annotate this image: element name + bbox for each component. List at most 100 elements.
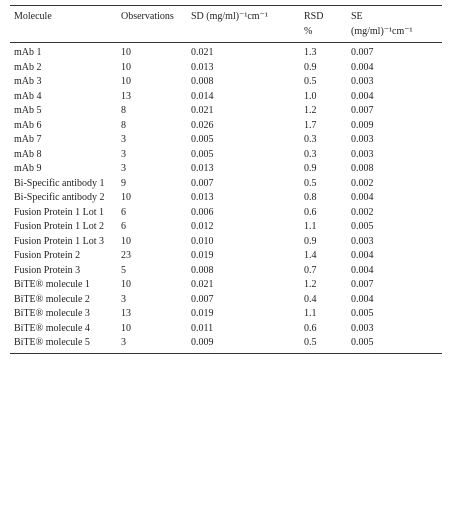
- value-cell: 10: [121, 76, 131, 87]
- value-cell: 3: [121, 134, 126, 145]
- value-cell: 0.009: [351, 119, 374, 131]
- molecule-cell: mAb 9: [10, 162, 117, 177]
- molecule-cell: BiTE® molecule 1: [10, 278, 117, 293]
- value-cell: 0.013: [191, 163, 214, 174]
- value-cell: 1.7: [304, 119, 317, 131]
- molecule-name: Bi-Specific antibody 2: [14, 192, 105, 203]
- value-cell: 0.6: [304, 206, 317, 218]
- molecule-name: mAb 9: [14, 163, 42, 174]
- table-row: Bi-Specific antibody 1 9 0.007 0.5 0.002: [10, 177, 442, 192]
- value-cell: 0.008: [191, 264, 214, 276]
- value-cell: 0.026: [191, 119, 214, 131]
- value-cell: 3: [121, 293, 126, 305]
- molecule-name: mAb 1: [14, 47, 42, 58]
- value-cell: 0.010: [191, 235, 214, 247]
- molecule-name: Fusion Protein 2: [14, 250, 81, 261]
- molecule-name: Fusion Protein 1 Lot 2: [14, 221, 105, 232]
- molecule-cell: BiTE® molecule 3: [10, 307, 117, 322]
- value-cell: 0.009: [187, 336, 300, 354]
- value-cell: 10: [121, 192, 131, 203]
- value-cell: 0.3: [304, 148, 317, 160]
- value-cell: 3: [117, 336, 187, 354]
- table-row: Fusion Protein 1 Lot 1 6 0.006 0.6 0.002: [10, 206, 442, 221]
- column-header: RSD %: [300, 5, 347, 43]
- value-cell: 0.019: [191, 250, 214, 261]
- value-cell: 0.5: [300, 336, 347, 354]
- table-row: mAb 6 8 0.026 1.7 0.009: [10, 119, 442, 134]
- value-cell: 0.9: [304, 235, 317, 247]
- header-row: Molecule Observations SD (mg/ml)⁻¹cm⁻¹ RSD …: [10, 5, 442, 43]
- table-row: mAb 5 8 0.021 1.2 0.007: [10, 104, 442, 119]
- table-row: BiTE® molecule 2 3 0.007 0.4 0.004: [10, 293, 442, 308]
- value-cell: 1.3: [304, 47, 317, 58]
- molecule-cell: mAb 6: [10, 119, 117, 134]
- molecule-cell: mAb 1: [10, 43, 117, 61]
- value-cell: 0.004: [351, 293, 374, 305]
- value-cell: 0.8: [304, 192, 317, 203]
- table-row: mAb 4 13 0.014 1.0 0.004: [10, 90, 442, 105]
- value-cell: 0.005: [347, 336, 442, 354]
- value-cell: 0.9: [304, 163, 317, 174]
- value-cell: 0.021: [191, 47, 214, 58]
- molecule-cell: mAb 2: [10, 61, 117, 76]
- value-cell: 0.002: [351, 206, 374, 218]
- column-header: Molecule: [10, 5, 117, 43]
- value-cell: 0.013: [191, 61, 214, 73]
- value-cell: 0.003: [351, 322, 374, 334]
- table-row: Bi-Specific antibody 2 10 0.013 0.8 0.004: [10, 191, 442, 206]
- table-row: mAb 9 3 0.013 0.9 0.008: [10, 162, 442, 177]
- molecule-cell: Fusion Protein 3: [10, 264, 117, 279]
- value-cell: 0.004: [351, 192, 374, 203]
- value-cell: 1.4: [304, 250, 317, 261]
- table-row: Fusion Protein 1 Lot 2 6 0.012 1.1 0.005: [10, 220, 442, 235]
- table-row: BiTE® molecule 4 10 0.011 0.6 0.003: [10, 322, 442, 337]
- molecule-name: mAb 2: [14, 61, 42, 73]
- molecule-name: mAb 8: [14, 148, 42, 160]
- molecule-cell: Fusion Protein 1 Lot 3: [10, 235, 117, 250]
- value-cell: 0.012: [191, 221, 214, 232]
- value-cell: 0.6: [304, 322, 317, 334]
- column-header: Observations: [117, 5, 187, 43]
- molecule-cell: mAb 4: [10, 90, 117, 105]
- table-header: Molecule Observations SD (mg/ml)⁻¹cm⁻¹ RSD …: [10, 5, 442, 43]
- molecule-name: mAb 4: [14, 90, 42, 102]
- molecule-name: mAb 3: [14, 76, 42, 87]
- value-cell: 3: [121, 148, 126, 160]
- molecule-name: mAb 7: [14, 134, 42, 145]
- molecule-cell: BiTE® molecule 5: [10, 336, 117, 354]
- table-row: Fusion Protein 1 Lot 3 10 0.010 0.9 0.003: [10, 235, 442, 250]
- value-cell: 0.004: [351, 90, 374, 102]
- column-header: SD (mg/ml)⁻¹cm⁻¹: [187, 5, 300, 43]
- value-cell: 0.5: [304, 76, 317, 87]
- molecule-name: BiTE® molecule 4: [14, 322, 90, 334]
- value-cell: 0.007: [351, 47, 374, 58]
- value-cell: 10: [121, 61, 131, 73]
- molecule-cell: BiTE® molecule 4: [10, 322, 117, 337]
- value-cell: 5: [121, 264, 126, 276]
- molecule-name: Bi-Specific antibody 1: [14, 177, 105, 189]
- molecule-cell: Bi-Specific antibody 1: [10, 177, 117, 192]
- molecule-name: Fusion Protein 1 Lot 1: [14, 206, 105, 218]
- value-cell: 0.9: [304, 61, 317, 73]
- table-row: Fusion Protein 2 23 0.019 1.4 0.004: [10, 249, 442, 264]
- value-cell: 13: [121, 308, 131, 319]
- value-cell: 0.008: [191, 76, 214, 87]
- value-cell: 0.4: [304, 293, 317, 305]
- molecule-cell: mAb 5: [10, 104, 117, 119]
- molecule-name: BiTE® molecule 3: [14, 308, 90, 319]
- value-cell: 0.005: [191, 134, 214, 145]
- value-cell: 0.003: [351, 134, 374, 145]
- table-row: BiTE® molecule 5 3 0.009 0.5 0.005: [10, 336, 442, 354]
- table-row: mAb 7 3 0.005 0.3 0.003: [10, 133, 442, 148]
- value-cell: 0.005: [351, 308, 374, 319]
- table-row: Fusion Protein 3 5 0.008 0.7 0.004: [10, 264, 442, 279]
- column-header: SE (mg/ml)⁻¹cm⁻¹: [347, 5, 442, 43]
- value-cell: 6: [121, 221, 126, 232]
- value-cell: 0.014: [191, 90, 214, 102]
- table-row: BiTE® molecule 1 10 0.021 1.2 0.007: [10, 278, 442, 293]
- value-cell: 6: [121, 206, 126, 218]
- molecule-name: BiTE® molecule 1: [14, 279, 90, 290]
- value-cell: 10: [121, 279, 131, 290]
- table-body: mAb 1 10 0.021 1.3 0.007 mAb 2 10 0.013 0.9 0.004…: [10, 43, 442, 354]
